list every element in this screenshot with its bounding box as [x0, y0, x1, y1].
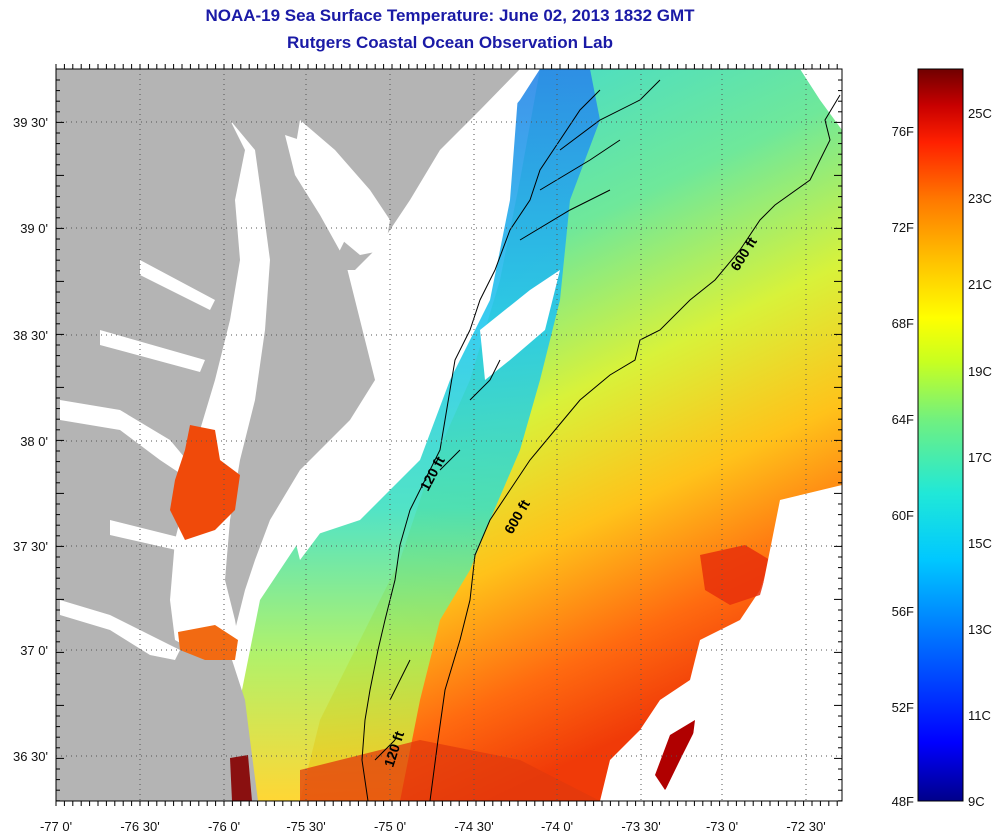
sst-chesapeake-warm	[170, 425, 240, 540]
no-data-cloud-ne	[800, 69, 842, 130]
no-data-cloud-plume	[480, 270, 560, 380]
colorbar-label-c: 23C	[968, 191, 992, 206]
sst-shelf-field	[240, 69, 600, 801]
colorbar-label-c: 17C	[968, 450, 992, 465]
potomac-river	[60, 400, 195, 480]
lat-label: 39 30'	[12, 115, 48, 130]
isobath-shoals	[374, 79, 661, 761]
lat-label: 37 0'	[20, 643, 48, 658]
isobath-600ft	[429, 94, 841, 801]
lat-label: 38 0'	[20, 434, 48, 449]
colorbar-label-c: 11C	[968, 708, 991, 723]
lon-label: -74 30'	[454, 819, 494, 834]
colorbar-label-f: 64F	[891, 412, 914, 427]
colorbar-label-c: 15C	[968, 536, 992, 551]
map-subtitle: Rutgers Coastal Ocean Observation Lab	[287, 33, 613, 52]
colorbar-label-c: 21C	[968, 277, 992, 292]
sst-bay-mouth-warm	[178, 625, 238, 660]
lon-label: -75 30'	[286, 819, 326, 834]
colorbar-label-f: 56F	[891, 604, 914, 619]
lon-label: -76 0'	[207, 819, 241, 834]
lon-label: -73 0'	[705, 819, 739, 834]
sst-warm-south	[300, 740, 600, 801]
lat-label: 37 30'	[12, 539, 48, 554]
no-data-cloud-east	[660, 485, 842, 801]
lon-label: -72 30'	[786, 819, 826, 834]
lat-label: 38 30'	[12, 328, 48, 343]
land-mass	[56, 69, 520, 801]
sst-coastal-deep-red	[230, 755, 252, 801]
lat-label: 39 0'	[20, 221, 48, 236]
colorbar-label-f: 68F	[891, 316, 914, 331]
colorbar-label-f: 60F	[891, 508, 914, 523]
colorbar-label-c: 19C	[968, 364, 992, 379]
colorbar-label-c: 13C	[968, 622, 992, 637]
lon-label: -76 30'	[120, 819, 160, 834]
colorbar-label-f: 52F	[891, 700, 914, 715]
isobath-120ft	[361, 89, 601, 801]
no-data-cloud-coastal	[290, 69, 540, 560]
sst-warm-eddy	[700, 545, 770, 605]
lon-label: -75 0'	[373, 819, 407, 834]
colorbar-label-c: 9C	[968, 794, 985, 809]
map-title: NOAA-19 Sea Surface Temperature: June 02…	[205, 6, 695, 25]
delaware-bay	[295, 120, 390, 255]
lat-label: 36 30'	[12, 749, 48, 764]
james-river	[60, 600, 180, 660]
lon-label: -74 0'	[540, 819, 574, 834]
western-tributaries	[100, 260, 215, 552]
colorbar-label-c: 25C	[968, 106, 992, 121]
colorbar-label-f: 72F	[891, 220, 914, 235]
lon-label: -73 30'	[621, 819, 661, 834]
colorbar-label-f: 48F	[891, 794, 914, 809]
colorbar	[917, 68, 964, 802]
lon-label: -77 0'	[39, 819, 73, 834]
sst-dark-red-patch	[655, 720, 695, 790]
colorbar-label-f: 76F	[891, 124, 914, 139]
plot-frame	[55, 68, 843, 802]
